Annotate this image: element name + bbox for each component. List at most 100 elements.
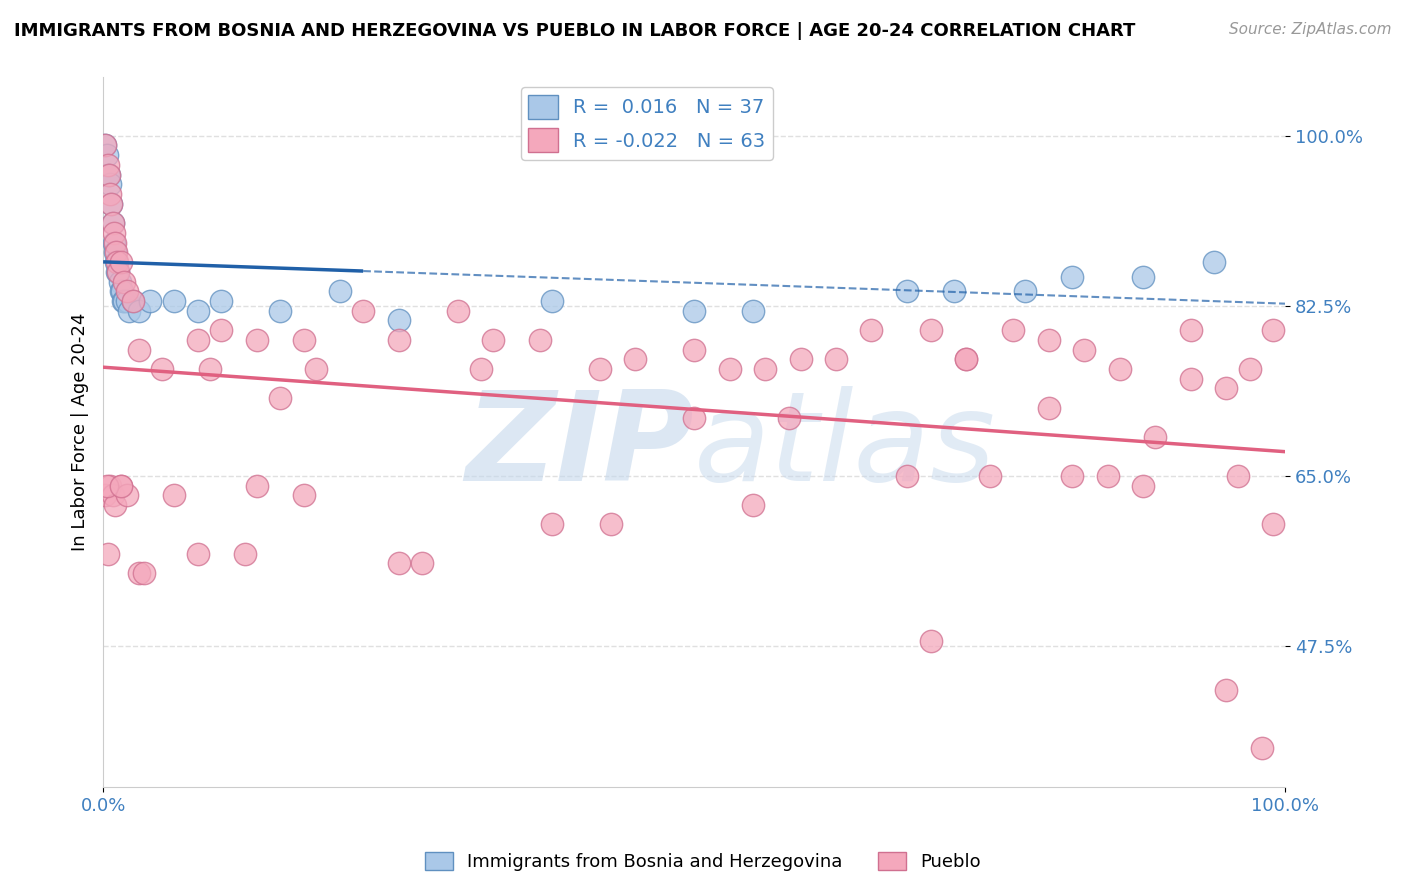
Point — [1250, 741, 1272, 756]
Legend: Immigrants from Bosnia and Herzegovina, Pueblo: Immigrants from Bosnia and Herzegovina, … — [418, 845, 988, 879]
Point — [110, 478, 132, 492]
Point — [100, 196, 122, 211]
Point — [94, 138, 117, 153]
Point — [1215, 682, 1237, 697]
Point — [121, 293, 143, 308]
Point — [163, 488, 186, 502]
Point — [352, 303, 374, 318]
Point — [1038, 333, 1060, 347]
Point — [896, 468, 918, 483]
Point — [111, 284, 134, 298]
Point — [96, 148, 118, 162]
Point — [1108, 362, 1130, 376]
Point — [150, 362, 173, 376]
Point — [1239, 362, 1261, 376]
Point — [742, 303, 765, 318]
Point — [1132, 478, 1154, 492]
Point — [860, 323, 883, 337]
Point — [98, 478, 121, 492]
Point — [98, 168, 121, 182]
Point — [1144, 430, 1167, 444]
Point — [269, 391, 291, 405]
Point — [233, 547, 256, 561]
Point — [110, 255, 132, 269]
Point — [825, 352, 848, 367]
Point — [101, 488, 124, 502]
Point — [94, 488, 117, 502]
Point — [292, 333, 315, 347]
Point — [447, 303, 470, 318]
Point — [1180, 323, 1202, 337]
Point — [328, 284, 350, 298]
Point — [388, 333, 411, 347]
Point — [187, 303, 209, 318]
Point — [115, 488, 138, 502]
Point — [104, 498, 127, 512]
Point — [305, 362, 328, 376]
Point — [269, 303, 291, 318]
Point — [789, 352, 811, 367]
Point — [920, 323, 942, 337]
Point — [1062, 269, 1084, 284]
Point — [683, 410, 706, 425]
Point — [98, 178, 121, 192]
Point — [108, 275, 131, 289]
Point — [128, 343, 150, 357]
Point — [128, 303, 150, 318]
Point — [115, 293, 138, 308]
Point — [110, 478, 132, 492]
Point — [754, 362, 776, 376]
Point — [920, 634, 942, 648]
Point — [128, 566, 150, 580]
Point — [778, 410, 800, 425]
Point — [121, 293, 143, 308]
Point — [97, 168, 120, 182]
Point — [209, 323, 232, 337]
Point — [103, 226, 125, 240]
Point — [1038, 401, 1060, 415]
Point — [105, 265, 128, 279]
Point — [139, 293, 162, 308]
Point — [1215, 381, 1237, 395]
Point — [1226, 468, 1249, 483]
Point — [198, 362, 221, 376]
Point — [104, 235, 127, 250]
Point — [624, 352, 647, 367]
Point — [388, 557, 411, 571]
Point — [100, 196, 122, 211]
Point — [1014, 284, 1036, 298]
Point — [104, 245, 127, 260]
Text: ZIP: ZIP — [465, 386, 695, 507]
Point — [718, 362, 741, 376]
Point — [955, 352, 977, 367]
Point — [105, 255, 128, 269]
Point — [1073, 343, 1095, 357]
Point — [388, 313, 411, 327]
Point — [94, 138, 117, 153]
Point — [588, 362, 610, 376]
Point — [103, 235, 125, 250]
Point — [105, 245, 128, 260]
Point — [1097, 468, 1119, 483]
Point — [112, 275, 135, 289]
Text: IMMIGRANTS FROM BOSNIA AND HERZEGOVINA VS PUEBLO IN LABOR FORCE | AGE 20-24 CORR: IMMIGRANTS FROM BOSNIA AND HERZEGOVINA V… — [14, 22, 1136, 40]
Legend: R =  0.016   N = 37, R = -0.022   N = 63: R = 0.016 N = 37, R = -0.022 N = 63 — [520, 87, 773, 160]
Point — [97, 158, 120, 172]
Point — [955, 352, 977, 367]
Point — [134, 566, 156, 580]
Point — [101, 216, 124, 230]
Y-axis label: In Labor Force | Age 20-24: In Labor Force | Age 20-24 — [72, 313, 89, 551]
Point — [742, 498, 765, 512]
Point — [1263, 323, 1285, 337]
Text: Source: ZipAtlas.com: Source: ZipAtlas.com — [1229, 22, 1392, 37]
Point — [600, 517, 623, 532]
Point — [97, 547, 120, 561]
Point — [246, 333, 269, 347]
Point — [96, 478, 118, 492]
Point — [1062, 468, 1084, 483]
Point — [118, 303, 141, 318]
Point — [979, 468, 1001, 483]
Point — [98, 187, 121, 202]
Point — [112, 293, 135, 308]
Point — [105, 255, 128, 269]
